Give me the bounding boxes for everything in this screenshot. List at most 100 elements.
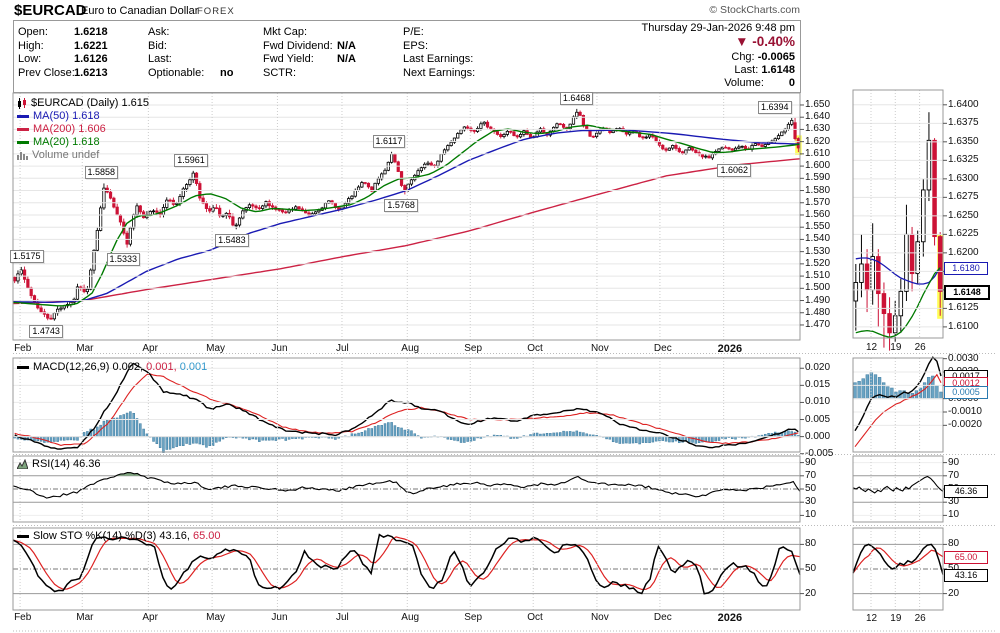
- y-axis-label: 1.6400: [948, 98, 979, 110]
- y-axis-label: 0.0030: [948, 352, 979, 364]
- month-label: Jul: [335, 612, 349, 623]
- volume-row: Volume: 0: [520, 77, 795, 90]
- chg-value: -0.0065: [757, 51, 795, 63]
- month-label: Feb: [14, 343, 32, 354]
- y-axis-label: 1.6325: [948, 154, 979, 166]
- y-axis-label: 1.6350: [948, 135, 979, 147]
- quote-label: EPS:: [403, 39, 429, 52]
- quote-label: Open:: [18, 26, 48, 38]
- y-axis-label: 1.500: [805, 282, 831, 294]
- quote-label: High:: [18, 39, 44, 52]
- y-axis-label: 1.540: [805, 233, 831, 245]
- month-label: Dec: [653, 343, 672, 354]
- month-label: Mar: [76, 343, 94, 354]
- quote-datetime: Thursday 29-Jan-2026 9:48 pm: [641, 22, 795, 34]
- quote-value: 1.6126: [74, 53, 108, 65]
- ma200-line-icon: [17, 127, 29, 131]
- price-annotation: 1.6394: [758, 100, 792, 114]
- chg-label: Chg:: [731, 51, 755, 63]
- last-value: 1.6148: [761, 64, 795, 76]
- month-label: 2026: [717, 343, 743, 355]
- macd-panel: [13, 362, 800, 453]
- price-annotation: 1.5483: [215, 234, 249, 248]
- month-label: Mar: [76, 612, 94, 623]
- y-axis-label: 1.580: [805, 184, 831, 196]
- legend-ma50: MA(50) 1.618: [33, 110, 100, 122]
- month-label: 26: [914, 613, 926, 624]
- quote-value: 1.6221: [74, 39, 108, 52]
- y-axis-label: 20: [948, 587, 960, 599]
- y-axis-label: 1.6225: [948, 228, 979, 240]
- y-axis-label: 0.005: [805, 413, 831, 425]
- axis-callout: 46.36: [944, 485, 988, 499]
- quote-value: N/A: [337, 53, 356, 65]
- y-axis-label: 1.480: [805, 306, 831, 318]
- y-axis-label: 30: [805, 496, 817, 508]
- legend-ma200-row: MA(200) 1.606: [17, 123, 106, 136]
- quote-label: Bid:: [148, 39, 167, 52]
- y-axis-label: 10: [948, 509, 960, 521]
- change-percent: ▼ -0.40%: [735, 34, 795, 49]
- y-axis-label: 0.015: [805, 379, 831, 391]
- month-label: Sep: [464, 343, 483, 354]
- quote-label: Last Earnings:: [403, 53, 474, 65]
- quote-label: Optionable:: [148, 66, 205, 79]
- candlestick-icon: [18, 97, 26, 109]
- y-axis-label: 90: [948, 456, 960, 468]
- y-axis-label: 50: [948, 564, 959, 574]
- y-axis-label: 1.610: [805, 147, 831, 159]
- month-label: Feb: [14, 612, 32, 623]
- month-label: Oct: [527, 612, 543, 623]
- y-axis-label: 1.6275: [948, 191, 979, 203]
- y-axis-label: -0.005: [805, 447, 834, 459]
- month-label: Nov: [590, 343, 609, 354]
- month-label: Nov: [590, 612, 609, 623]
- y-axis-label: 1.6200: [948, 246, 979, 258]
- last-value-row: Last: 1.6148: [520, 64, 795, 77]
- price-annotation: 1.5175: [10, 249, 44, 263]
- macd-legend-signal: 0.001,: [143, 361, 177, 373]
- volume-bars-icon: [17, 151, 28, 160]
- price-annotation: 1.6468: [559, 91, 594, 105]
- macd-legend-value: MACD(12,26,9) 0.002,: [33, 361, 144, 373]
- month-label: 12: [866, 342, 878, 353]
- month-label: May: [206, 612, 226, 623]
- quote-value: 1.6213: [74, 66, 108, 79]
- macd-line-icon: [17, 365, 29, 369]
- y-axis-label: 1.6100: [948, 320, 979, 332]
- macd-legend: MACD(12,26,9) 0.002, 0.001, 0.001: [17, 361, 207, 374]
- exchange-label: FOREX: [197, 6, 235, 17]
- macd-legend-hist: 0.001: [176, 361, 208, 373]
- price-annotation: 1.6062: [717, 163, 752, 177]
- y-axis-label: 0.020: [805, 362, 831, 374]
- y-axis-label: 1.6125: [948, 302, 979, 314]
- axis-callout: 43.16: [944, 568, 988, 582]
- month-label: Oct: [527, 343, 543, 354]
- mini-price-chart: [853, 112, 944, 351]
- y-axis-label: 1.590: [805, 172, 831, 184]
- axis-callout: 0.0005: [944, 386, 988, 399]
- ticker-symbol: $EURCAD: [14, 2, 87, 19]
- y-axis-label: 50: [805, 563, 817, 574]
- instrument-name: Euro to Canadian Dollar: [81, 5, 199, 17]
- slow-sto-panel: [12, 533, 801, 595]
- last-label: Last:: [734, 64, 759, 76]
- mini-rsi-panel: [852, 462, 944, 516]
- sto-legend-k: Slow STO %K(14) %D(3) 43.16,: [33, 530, 190, 542]
- ma50-line-icon: [17, 114, 29, 118]
- y-axis-label: 30: [948, 496, 960, 508]
- y-axis-label: 90: [805, 456, 817, 468]
- legend-ma200: MA(200) 1.606: [33, 123, 106, 135]
- price-annotation: 1.6117: [372, 134, 406, 148]
- legend-symbol: $EURCAD (Daily) 1.615: [31, 97, 149, 109]
- price-annotation: 1.4743: [29, 324, 63, 338]
- legend-volume-row: Volume undef: [17, 149, 99, 162]
- volume-label: Volume:: [724, 77, 764, 89]
- price-annotation: 1.5768: [384, 199, 418, 213]
- quote-label: Ask:: [148, 26, 170, 38]
- y-axis-label: 1.630: [805, 123, 831, 135]
- quote-label: Mkt Cap:: [263, 26, 308, 38]
- quote-value: 1.6218: [74, 26, 108, 38]
- y-axis-label: 50: [805, 483, 817, 494]
